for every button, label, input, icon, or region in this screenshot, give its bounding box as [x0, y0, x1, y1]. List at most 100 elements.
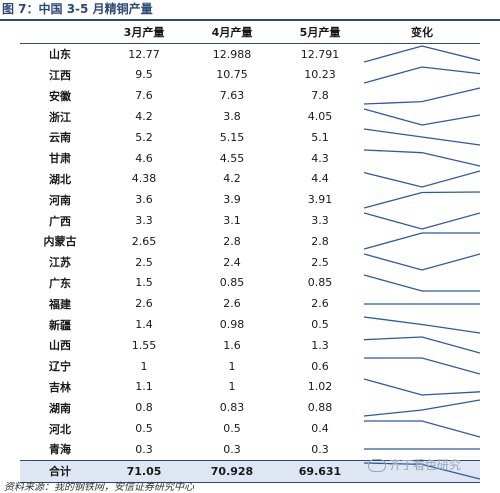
april-value: 0.3 — [223, 442, 241, 456]
province-cell: 青海 — [49, 443, 71, 457]
change-sparkline — [364, 335, 480, 356]
province-cell: 广西 — [49, 214, 71, 228]
table-row: 河北 0.5 0.5 0.4 — [20, 418, 480, 439]
change-sparkline — [364, 439, 480, 460]
change-sparkline — [364, 169, 480, 190]
march-value: 3.3 — [135, 214, 153, 228]
province-cell: 广东 — [49, 276, 71, 290]
march-value: 0.8 — [135, 401, 153, 415]
header-change: 变化 — [364, 22, 480, 44]
may-value: 1.02 — [307, 380, 333, 394]
province-cell: 福建 — [49, 297, 71, 311]
sparkline-chart — [364, 127, 480, 147]
table-row: 辽宁 1 1 0.6 — [20, 356, 480, 377]
sparkline-line — [364, 379, 480, 395]
sparkline-chart — [364, 169, 480, 189]
change-sparkline — [364, 148, 480, 169]
march-value: 2.65 — [131, 234, 157, 248]
sparkline-line — [364, 67, 480, 83]
sparkline-line — [364, 192, 480, 208]
change-sparkline — [364, 252, 480, 273]
table-body: 山东 12.77 12.988 12.791 江西 9.5 10.75 10.23 安徽 7.6 7… — [20, 43, 480, 483]
sparkline-line — [364, 150, 480, 166]
march-value: 4.38 — [131, 172, 157, 186]
watermark-text: 齐丁看色研究 — [389, 458, 462, 472]
may-value: 0.6 — [311, 359, 329, 373]
change-sparkline — [364, 397, 480, 418]
may-value: 0.85 — [307, 276, 333, 290]
march-value: 1 — [140, 359, 148, 373]
march-value: 1.5 — [135, 276, 153, 290]
march-value: 0.3 — [135, 442, 153, 456]
april-value: 7.63 — [219, 89, 245, 103]
may-value: 0.5 — [311, 318, 329, 332]
sparkline-line — [364, 275, 480, 291]
change-sparkline — [364, 273, 480, 294]
may-value: 4.3 — [311, 151, 329, 165]
table-row: 山西 1.55 1.6 1.3 — [20, 335, 480, 356]
may-value: 12.791 — [300, 47, 340, 61]
province-cell: 江西 — [49, 68, 71, 82]
may-value: 69.631 — [276, 459, 364, 483]
sparkline-line — [364, 254, 480, 270]
sparkline-line — [364, 233, 480, 249]
sparkline-line — [364, 109, 480, 125]
may-value: 0.3 — [311, 442, 329, 456]
april-value: 3.9 — [223, 193, 241, 207]
sparkline-line — [364, 421, 480, 437]
province-cell: 湖北 — [49, 172, 71, 186]
sparkline-line — [364, 337, 480, 353]
change-sparkline — [364, 43, 480, 64]
april-value: 12.988 — [212, 47, 252, 61]
march-value: 1.4 — [135, 318, 153, 332]
sparkline-line — [364, 213, 480, 229]
sparkline-chart — [364, 190, 480, 210]
table-row: 湖北 4.38 4.2 4.4 — [20, 169, 480, 190]
total-label: 合计 — [20, 459, 100, 483]
sparkline-chart — [364, 294, 480, 314]
may-value: 3.3 — [311, 214, 329, 228]
march-value: 9.5 — [135, 68, 153, 82]
sparkline-chart — [364, 252, 480, 272]
march-value: 71.05 — [100, 459, 188, 483]
may-value: 4.05 — [307, 110, 333, 124]
province-cell: 湖南 — [49, 401, 71, 415]
may-value: 1.3 — [311, 338, 329, 352]
sparkline-line — [364, 317, 480, 333]
header-march: 3月产量 — [100, 22, 188, 44]
sparkline-chart — [364, 148, 480, 168]
change-sparkline — [364, 459, 480, 483]
wechat-icon — [368, 459, 386, 472]
march-value: 1.55 — [131, 338, 157, 352]
table-row: 内蒙古 2.65 2.8 2.8 — [20, 231, 480, 252]
province-cell: 河南 — [49, 193, 71, 207]
may-value: 2.8 — [311, 234, 329, 248]
table-row: 甘肃 4.6 4.55 4.3 — [20, 148, 480, 169]
april-value: 1 — [228, 380, 236, 394]
sparkline-line — [364, 358, 480, 374]
march-value: 1.1 — [135, 380, 153, 394]
sparkline-chart — [364, 107, 480, 127]
table-row: 浙江 4.2 3.8 4.05 — [20, 106, 480, 127]
march-value: 0.5 — [135, 422, 153, 436]
figure-title: 图 7：中国 3-5 月精铜产量 — [2, 2, 153, 16]
april-value: 2.4 — [223, 255, 241, 269]
table-row: 江苏 2.5 2.4 2.5 — [20, 252, 480, 273]
april-value: 4.2 — [223, 172, 241, 186]
april-value: 2.8 — [223, 234, 241, 248]
province-cell: 山西 — [49, 339, 71, 353]
table-row: 江西 9.5 10.75 10.23 — [20, 65, 480, 86]
change-sparkline — [364, 189, 480, 210]
march-value: 12.77 — [128, 47, 160, 61]
sparkline-chart — [364, 315, 480, 335]
table-row: 吉林 1.1 1 1.02 — [20, 377, 480, 398]
province-cell: 甘肃 — [49, 152, 71, 166]
province-cell: 安徽 — [49, 89, 71, 103]
table-row: 湖南 0.8 0.83 0.88 — [20, 397, 480, 418]
april-value: 3.1 — [223, 214, 241, 228]
table-row: 山东 12.77 12.988 12.791 — [20, 43, 480, 64]
sparkline-chart — [364, 439, 480, 459]
april-value: 0.85 — [219, 276, 245, 290]
sparkline-line — [364, 129, 480, 145]
april-value: 0.5 — [223, 422, 241, 436]
